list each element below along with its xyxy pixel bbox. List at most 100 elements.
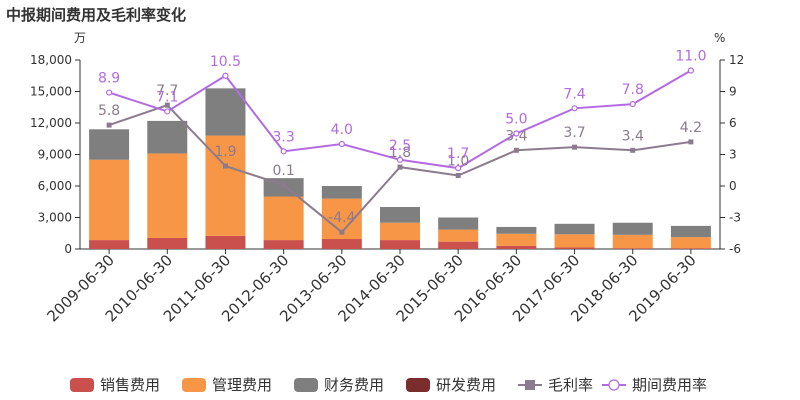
- data-label-0-8: 3.7: [563, 125, 585, 141]
- point-1-0: [105, 89, 113, 96]
- bar-1-6: [438, 229, 479, 242]
- point-1-3: [280, 148, 287, 155]
- legend-item-3[interactable]: 研发费用: [406, 376, 496, 394]
- data-label-0-10: 4.2: [680, 120, 702, 136]
- legend-item-line-0[interactable]: 毛利率: [518, 376, 593, 394]
- bar-0-5: [380, 240, 420, 249]
- point-1-1: [164, 108, 171, 115]
- bar-0-0: [89, 240, 130, 249]
- point-1-10: [687, 67, 695, 74]
- lines: 5.87.71.90.1-4.41.81.03.43.73.44.28.97.1…: [98, 49, 706, 235]
- legend[interactable]: 销售费用 管理费用 财务费用 研发费用 毛利率 期间费用率: [70, 376, 707, 394]
- data-label-1-10: 11.0: [675, 49, 706, 65]
- bar-0-3: [263, 240, 304, 249]
- bar-2-7: [496, 226, 537, 234]
- legend-marker: [525, 380, 535, 390]
- legend-label: 销售费用: [100, 376, 160, 394]
- bar-0-1: [147, 237, 188, 249]
- left-tick-label: 6,000: [38, 179, 72, 193]
- point-1-5: [396, 156, 404, 163]
- left-tick-label: 9,000: [38, 148, 72, 162]
- point-0-9: [630, 147, 636, 153]
- legend-label: 期间费用率: [632, 376, 707, 394]
- bar-2-8: [554, 223, 595, 235]
- left-tick-label: 12,000: [30, 116, 72, 130]
- left-tick-label: 0: [64, 242, 72, 256]
- point-0-5: [397, 164, 403, 170]
- bar-1-1: [147, 153, 188, 238]
- bar-1-10: [670, 237, 711, 249]
- right-tick-label: -6: [729, 242, 741, 256]
- data-label-1-6: 1.7: [447, 146, 469, 162]
- legend-label: 研发费用: [436, 376, 496, 394]
- bar-2-2: [205, 88, 246, 136]
- point-1-2: [222, 72, 229, 79]
- legend-swatch: [182, 378, 206, 392]
- point-0-2: [222, 163, 228, 169]
- legend-item-line-1[interactable]: 期间费用率: [602, 376, 707, 394]
- legend-label: 毛利率: [548, 376, 593, 394]
- bar-2-9: [612, 222, 653, 235]
- point-0-8: [572, 144, 578, 150]
- legend-marker: [608, 379, 620, 391]
- legend-swatch: [406, 378, 430, 392]
- bar-0-4: [321, 239, 362, 249]
- chart-title: 中报期间费用及毛利率变化: [6, 6, 186, 24]
- legend-swatch: [70, 378, 94, 392]
- data-label-0-2: 1.9: [214, 144, 236, 160]
- bar-1-5: [380, 222, 420, 241]
- bar-2-5: [380, 207, 420, 223]
- data-label-1-7: 5.0: [505, 112, 527, 128]
- legend-swatch: [294, 378, 318, 392]
- data-label-0-3: 0.1: [273, 163, 295, 179]
- bar-1-8: [554, 234, 595, 248]
- right-tick-label: 12: [729, 53, 744, 67]
- left-tick-label: 15,000: [30, 85, 72, 99]
- point-0-0: [106, 122, 112, 128]
- data-label-0-0: 5.8: [98, 103, 120, 119]
- bar-0-2: [205, 235, 246, 249]
- bar-0-8: [554, 247, 595, 249]
- point-1-8: [571, 105, 578, 112]
- legend-item-0[interactable]: 销售费用: [70, 376, 160, 394]
- bar-1-9: [612, 234, 653, 249]
- data-label-0-6: 1.0: [447, 154, 469, 170]
- bar-2-0: [89, 129, 130, 160]
- point-1-4: [338, 140, 345, 148]
- point-0-7: [513, 147, 519, 153]
- bar-2-4: [321, 186, 362, 199]
- bar-1-0: [89, 159, 130, 241]
- point-1-7: [513, 130, 520, 137]
- left-tick-label: 3,000: [38, 211, 72, 225]
- right-tick-label: 9: [729, 85, 737, 99]
- legend-label: 管理费用: [212, 376, 272, 394]
- right-tick-label: 0: [729, 179, 737, 193]
- bar-0-9: [612, 248, 653, 249]
- bars: [89, 88, 711, 249]
- right-tick-label: 3: [729, 148, 737, 162]
- bar-0-10: [670, 248, 711, 249]
- data-label-1-1: 7.1: [156, 89, 178, 105]
- left-axis-unit: 万: [74, 31, 86, 45]
- data-label-1-9: 7.8: [622, 82, 644, 98]
- legend-item-1[interactable]: 管理费用: [182, 376, 272, 394]
- bar-1-3: [263, 196, 304, 241]
- point-1-9: [629, 100, 636, 108]
- legend-label: 财务费用: [324, 376, 384, 394]
- point-0-10: [688, 139, 694, 145]
- right-tick-label: 6: [729, 116, 737, 130]
- point-0-3: [281, 182, 287, 188]
- data-label-1-4: 4.0: [331, 122, 353, 138]
- legend-item-2[interactable]: 财务费用: [294, 376, 384, 394]
- bar-2-1: [147, 120, 188, 154]
- right-axis-unit: %: [714, 31, 725, 45]
- right-tick-label: -3: [729, 211, 741, 225]
- bar-0-7: [496, 245, 537, 249]
- data-label-0-5: 1.8: [389, 145, 411, 161]
- point-0-1: [164, 102, 170, 108]
- point-0-6: [455, 173, 461, 178]
- left-tick-label: 18,000: [30, 53, 72, 67]
- data-label-1-0: 8.9: [98, 71, 120, 87]
- data-label-0-1: 7.7: [156, 83, 178, 99]
